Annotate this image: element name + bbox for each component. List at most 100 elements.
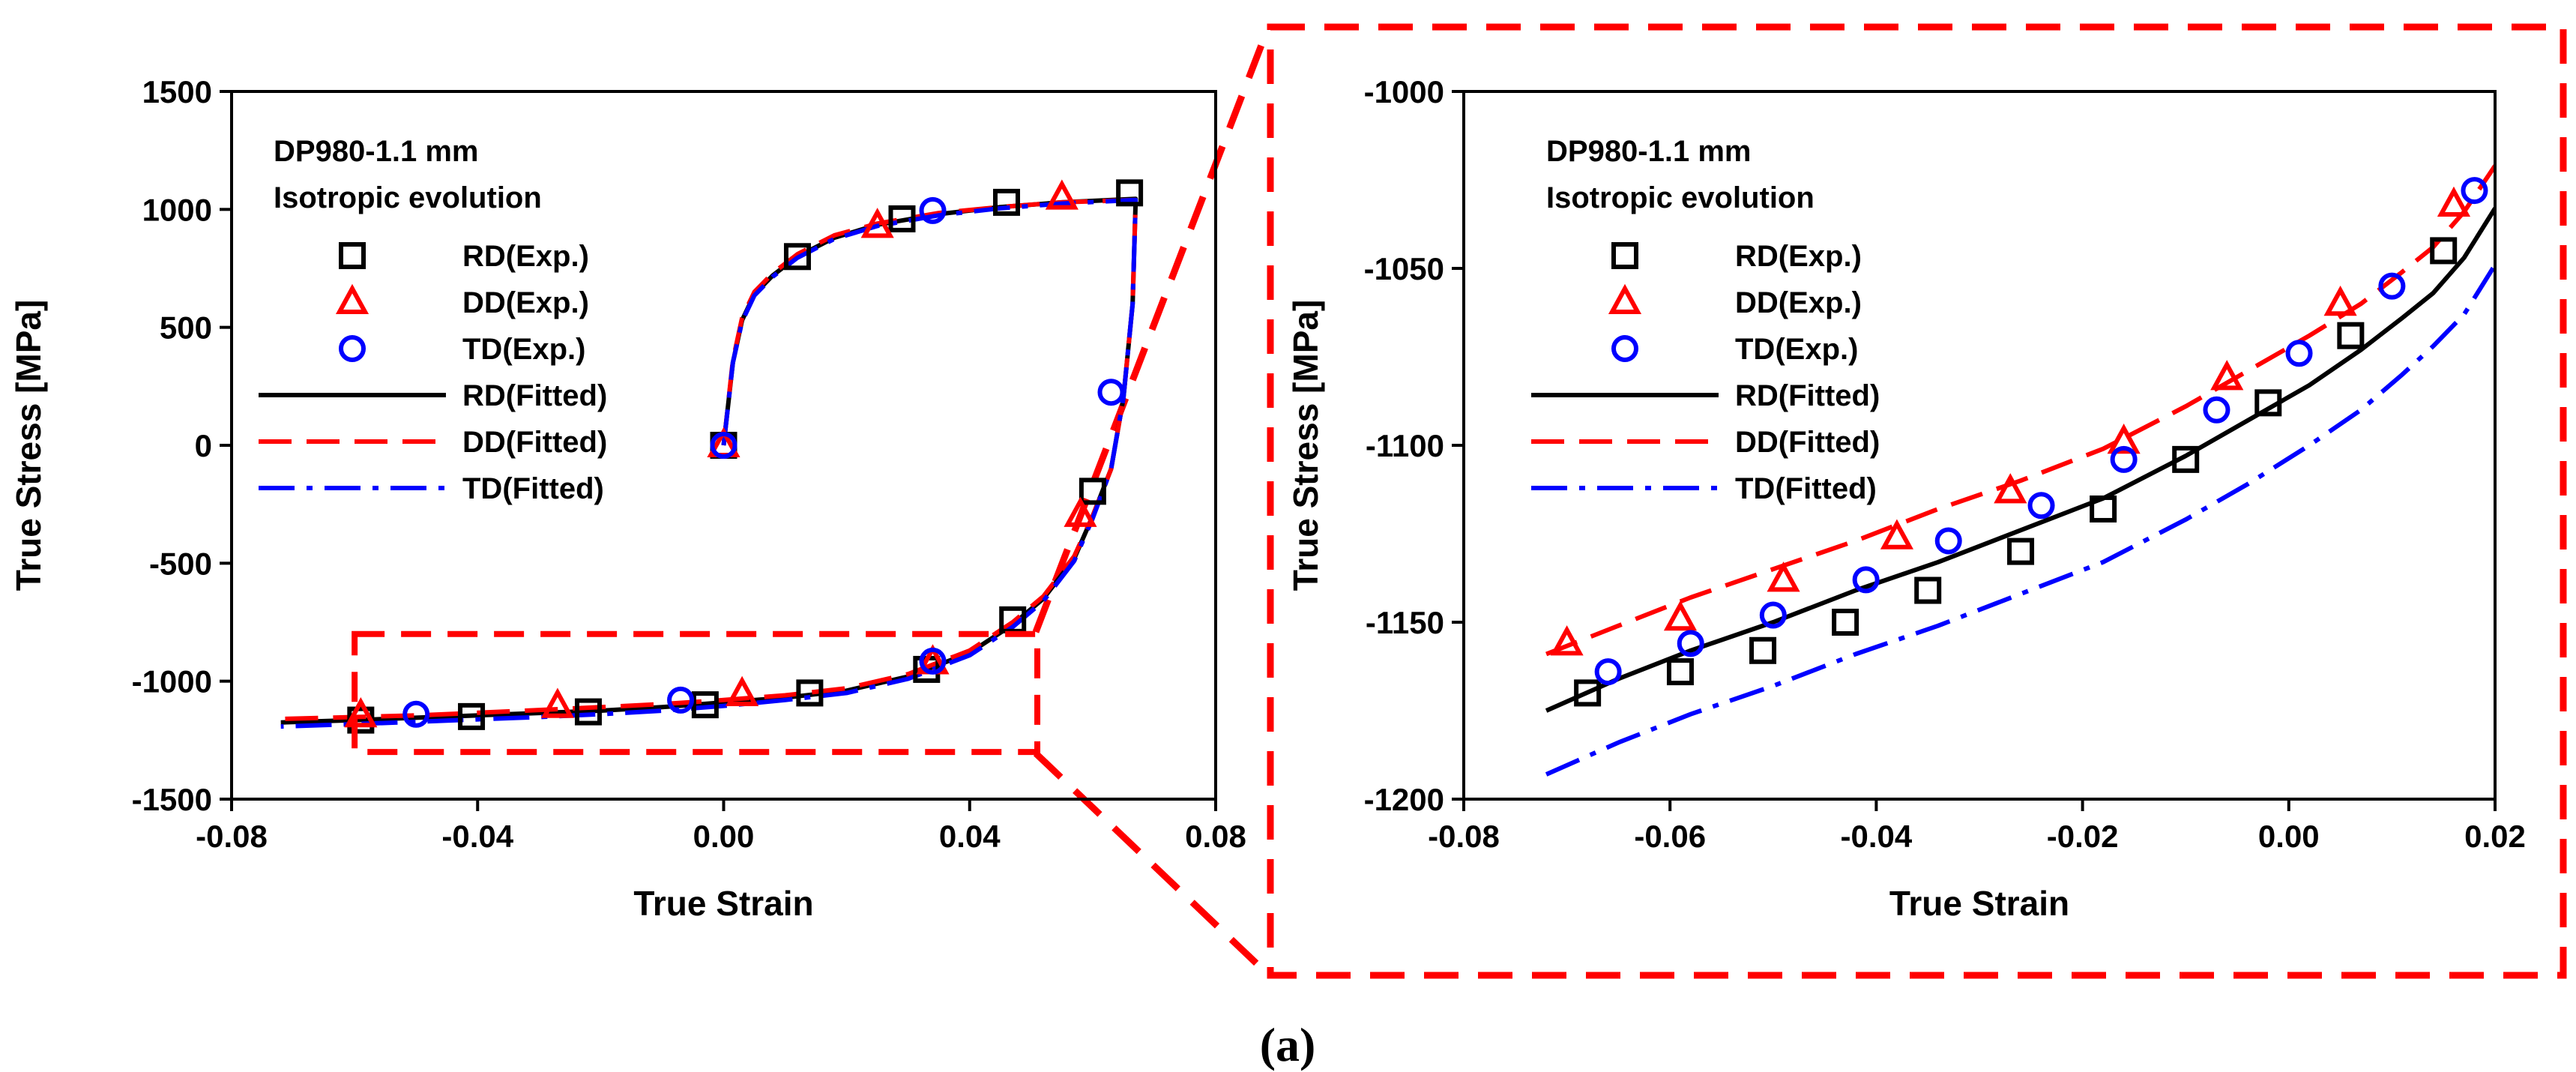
marker-dd-exp-	[344, 697, 378, 728]
marker-dd-exp-	[726, 675, 759, 706]
marker-td-exp-	[402, 700, 430, 728]
legend-label-td-fitted-: TD(Fitted)	[1735, 472, 1877, 505]
x-tick-label: 0.00	[693, 819, 755, 854]
marker-td-exp-	[1759, 601, 1787, 629]
legend-label-dd-exp-: DD(Exp.)	[1735, 286, 1862, 319]
marker-rd-exp-	[888, 205, 916, 232]
legend-label-td-exp-: TD(Exp.)	[462, 333, 585, 366]
x-tick-label: 0.00	[2258, 819, 2320, 854]
y-tick-label: -1200	[1364, 782, 1444, 817]
series-line-td-fitted-	[280, 197, 1138, 729]
marker-dd-exp-	[1880, 519, 1913, 549]
x-tick-label: 0.02	[2464, 819, 2526, 854]
y-tick-label: -1050	[1364, 251, 1444, 286]
legend: DP980-1.1 mm Isotropic evolution RD(Exp.) D…	[1531, 135, 1880, 505]
marker-rd-exp-	[1666, 658, 1694, 686]
marker-rd-exp-	[1116, 179, 1144, 207]
marker-dd-exp-	[1550, 625, 1584, 656]
legend-symbol-dd-exp-	[335, 283, 369, 314]
annotation-material: DP980-1.1 mm	[1546, 135, 1751, 168]
y-tick-label: -500	[149, 546, 212, 581]
figure-caption: (a)	[1260, 1018, 1316, 1071]
legend-label-rd-fitted-: RD(Fitted)	[1735, 379, 1880, 412]
x-tick-label: -0.02	[2047, 819, 2119, 854]
marker-dd-exp-	[1045, 179, 1079, 210]
marker-rd-exp-	[2254, 389, 2282, 417]
marker-rd-exp-	[1574, 679, 1602, 707]
y-tick-label: 0	[195, 428, 212, 463]
marker-rd-exp-	[796, 679, 824, 707]
zoom-indicator	[1032, 23, 2567, 979]
marker-td-exp-	[2285, 340, 2313, 367]
marker-td-exp-	[667, 686, 695, 714]
marker-rd-exp-	[2430, 237, 2458, 265]
fitted-lines	[1545, 164, 2495, 777]
legend-symbol-rd-exp-	[339, 242, 366, 269]
series-line-rd-fitted-	[1545, 207, 2495, 713]
marker-rd-exp-	[691, 691, 719, 719]
marker-dd-exp-	[2210, 360, 2244, 391]
marker-dd-exp-	[860, 208, 894, 238]
marker-td-exp-	[710, 432, 737, 459]
marker-dd-exp-	[1767, 561, 1800, 592]
marker-dd-exp-	[1994, 473, 2027, 504]
marker-td-exp-	[1677, 630, 1704, 657]
x-axis-label: True Strain	[633, 884, 813, 923]
legend: DP980-1.1 mm Isotropic evolution RD(Exp.) D…	[259, 135, 607, 505]
y-axis-label: True Stress [MPa]	[1286, 300, 1325, 591]
legend-label-rd-exp-: RD(Exp.)	[462, 240, 589, 273]
marker-dd-exp-	[1663, 600, 1698, 631]
marker-dd-exp-	[1064, 496, 1097, 527]
x-axis-label: True Strain	[1889, 884, 2069, 923]
chart-zoom-compression: -0.08 -0.06 -0.04 -0.02 0.00 0.02 -1200 -1150 -1…	[1286, 74, 2526, 923]
legend-label-dd-fitted-: DD(Fitted)	[1735, 426, 1880, 459]
x-tick-label: -0.04	[441, 819, 513, 854]
marker-rd-exp-	[1914, 576, 1942, 604]
legend-label-dd-fitted-: DD(Fitted)	[462, 426, 607, 459]
experimental-markers	[344, 179, 1144, 734]
legend-symbol-rd-exp-	[1611, 242, 1638, 269]
marker-td-exp-	[1934, 527, 1962, 555]
marker-rd-exp-	[992, 188, 1020, 216]
y-tick-label: -1000	[1364, 74, 1444, 109]
marker-rd-exp-	[458, 702, 486, 730]
y-tick-label: 1000	[142, 192, 212, 227]
y-tick-label: -1500	[132, 782, 212, 817]
legend-label-rd-exp-: RD(Exp.)	[1735, 240, 1862, 273]
x-tick-label: -0.06	[1634, 819, 1706, 854]
marker-td-exp-	[2378, 272, 2406, 300]
marker-dd-exp-	[2323, 285, 2357, 316]
marker-rd-exp-	[783, 243, 811, 271]
x-tick-label: 0.04	[939, 819, 1001, 854]
annotation-material: DP980-1.1 mm	[274, 135, 478, 168]
marker-td-exp-	[2027, 492, 2055, 520]
zoom-frame	[1267, 23, 2567, 979]
x-tick-label: 0.08	[1185, 819, 1246, 854]
legend-symbol-td-exp-	[339, 335, 366, 362]
y-tick-label: -1000	[132, 664, 212, 699]
marker-rd-exp-	[1749, 636, 1777, 664]
experimental-markers	[1550, 177, 2488, 707]
annotation-model: Isotropic evolution	[274, 181, 542, 214]
marker-td-exp-	[2461, 177, 2488, 205]
marker-rd-exp-	[574, 698, 602, 726]
y-tick-label: -1150	[1366, 605, 1444, 640]
legend-symbol-dd-exp-	[1608, 283, 1642, 314]
marker-rd-exp-	[2007, 537, 2035, 565]
annotation-model: Isotropic evolution	[1546, 181, 1815, 214]
legend-symbol-td-exp-	[1611, 335, 1638, 362]
x-tick-label: -0.08	[196, 819, 268, 854]
x-tick-label: -0.08	[1428, 819, 1500, 854]
marker-td-exp-	[919, 196, 947, 224]
legend-label-dd-exp-: DD(Exp.)	[462, 286, 589, 319]
zoom-box	[352, 630, 1041, 756]
marker-td-exp-	[919, 647, 947, 675]
marker-td-exp-	[2110, 445, 2138, 473]
series-line-dd-fitted-	[1545, 164, 2495, 657]
marker-rd-exp-	[2090, 495, 2117, 523]
marker-rd-exp-	[1832, 609, 1859, 636]
marker-rd-exp-	[2337, 322, 2365, 349]
marker-td-exp-	[1594, 658, 1622, 686]
